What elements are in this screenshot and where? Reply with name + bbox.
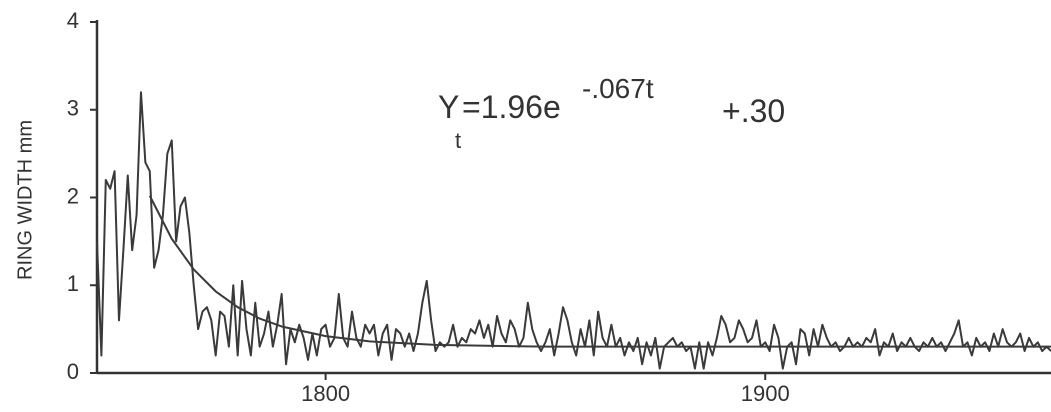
equation-exponent: -.067t [582,73,654,104]
equation-tail: +.30 [722,93,785,129]
y-tick-label: 0 [67,359,79,384]
y-tick-label: 1 [67,271,79,296]
equation-subscript: t [455,128,461,153]
equation: Y t =1.96e -.067t +.30 [438,73,785,153]
data-line [148,195,1051,348]
y-tick-label: 2 [67,183,79,208]
y-axis-label: RING WIDTH mm [14,120,36,280]
y-tick-label: 3 [67,96,79,121]
x-tick-label: 1800 [301,381,350,406]
equation-body: =1.96e [462,89,561,125]
y-tick-label: 4 [67,8,79,33]
equation-y: Y [438,89,459,125]
x-tick-label: 1900 [741,381,790,406]
data-line [96,91,1051,370]
